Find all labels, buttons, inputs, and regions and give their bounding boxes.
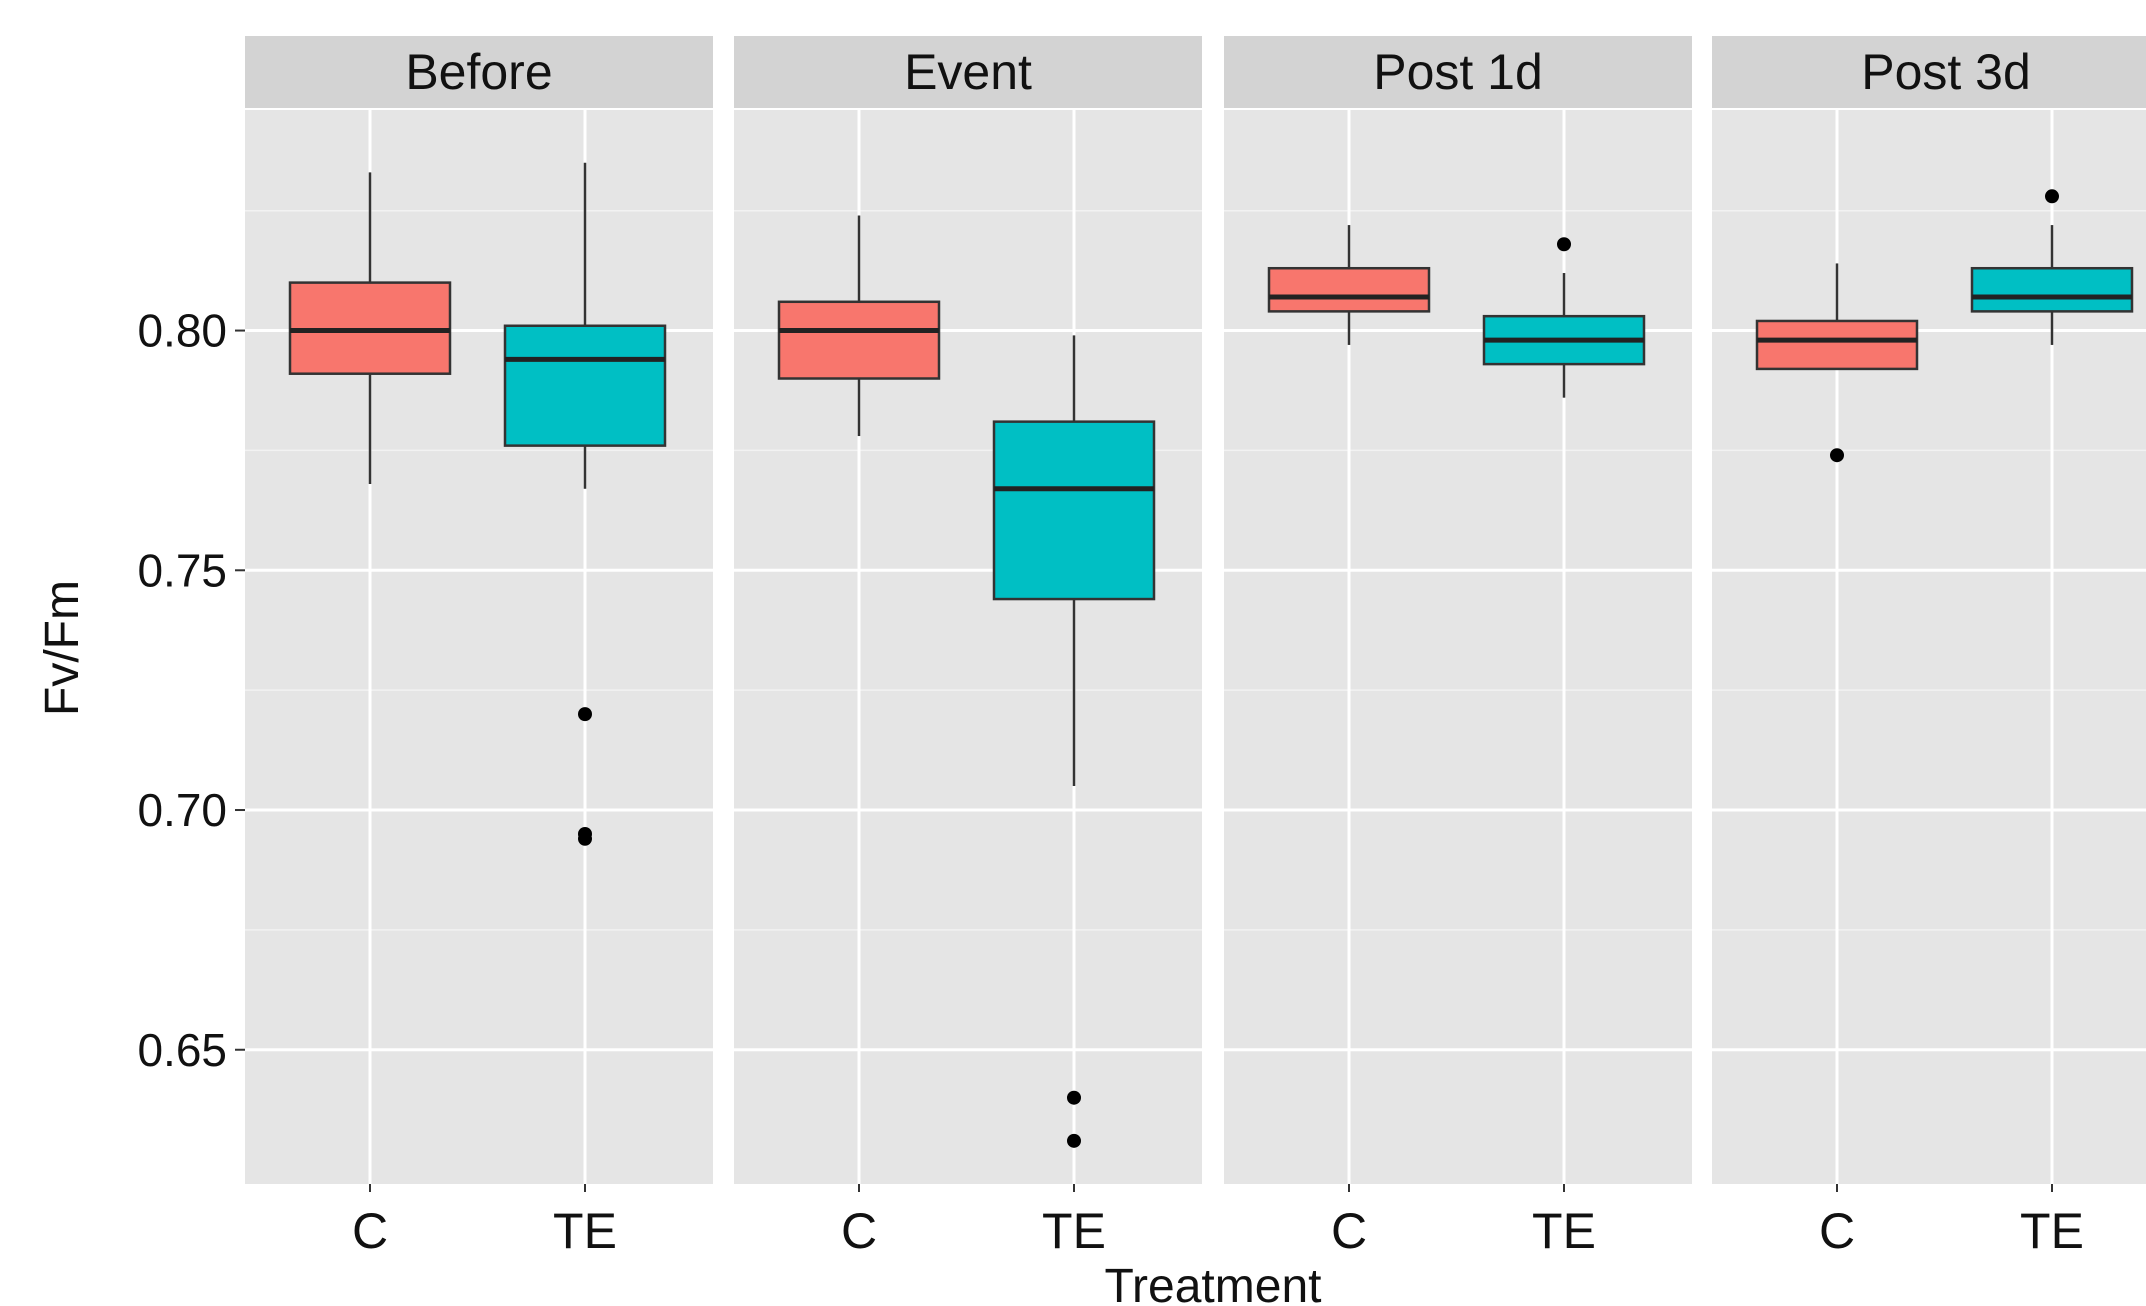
box-iqr (1267, 266, 1431, 313)
outlier-point (1830, 448, 1844, 463)
facet-strip (734, 36, 1202, 108)
box-c (1755, 263, 1919, 463)
facet-strip (245, 36, 713, 108)
x-tick-label: C (1331, 1203, 1367, 1259)
outlier-point (1557, 237, 1571, 252)
y-axis-title: Fv/Fm (36, 580, 89, 716)
y-tick-label: 0.65 (137, 1024, 227, 1076)
panel-post-1d: Post 1d C TE (1224, 36, 1692, 1259)
y-axis: 0.65 0.70 0.75 0.80 (137, 305, 245, 1076)
x-tick-label: TE (2020, 1203, 2084, 1259)
box-te (992, 335, 1156, 1148)
panel-before: Before C TE (245, 36, 713, 1259)
panel-event: Event C TE (734, 36, 1202, 1259)
box-iqr (777, 300, 941, 380)
panel-background (734, 110, 1202, 1184)
facet-strip-label: Post 3d (1861, 44, 2031, 100)
x-tick-label: C (841, 1203, 877, 1259)
y-tick-label: 0.75 (137, 544, 227, 596)
x-axis-title: Treatment (1105, 1260, 1322, 1306)
box-c (288, 172, 452, 484)
box-te (1970, 189, 2134, 345)
box-iqr (1755, 319, 1919, 371)
facet-strip (1224, 36, 1692, 108)
x-tick-label: TE (1532, 1203, 1596, 1259)
box-te (503, 162, 667, 846)
panel-background (245, 110, 713, 1184)
facet-strip-label: Post 1d (1373, 44, 1543, 100)
box-te (1482, 237, 1646, 398)
facet-strip (1712, 36, 2146, 108)
panels-layer: Before C TE Event C TE Post 1d C TE Post 3d C TE (245, 36, 2146, 1259)
x-tick-label: TE (553, 1203, 617, 1259)
outlier-point (578, 831, 592, 846)
facet-strip-label: Event (904, 44, 1032, 100)
x-tick-label: TE (1042, 1203, 1106, 1259)
outlier-point (1067, 1133, 1081, 1148)
facet-strip-label: Before (405, 44, 552, 100)
outlier-point (578, 707, 592, 722)
box-c (777, 215, 941, 437)
y-tick-label: 0.70 (137, 784, 227, 836)
outlier-point (2045, 189, 2059, 204)
box-c (1267, 225, 1431, 345)
box-iqr (1970, 266, 2134, 313)
x-tick-label: C (1819, 1203, 1855, 1259)
x-tick-label: C (352, 1203, 388, 1259)
box-iqr (503, 324, 667, 447)
y-tick-label: 0.80 (137, 305, 227, 357)
panel-post-3d: Post 3d C TE (1712, 36, 2146, 1259)
outlier-point (1067, 1090, 1081, 1105)
box-iqr (992, 420, 1156, 601)
